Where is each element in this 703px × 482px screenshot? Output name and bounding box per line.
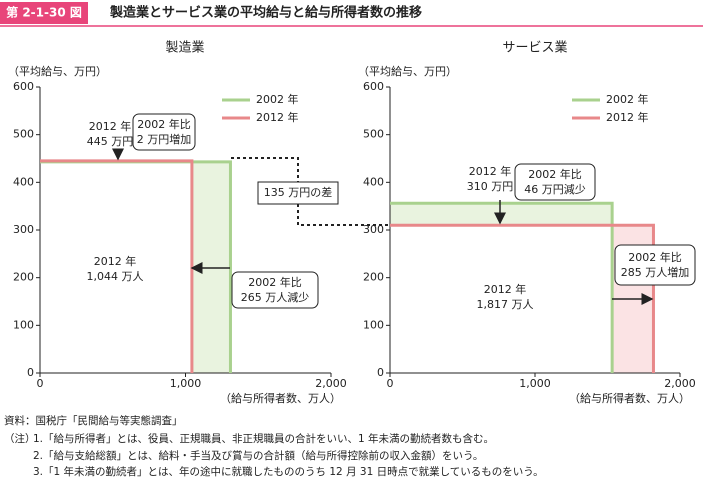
callout-text: 2 万円増加 <box>137 133 192 146</box>
x-tick-label: 0 <box>387 377 394 390</box>
area-overlap <box>40 161 192 373</box>
y-tick-label: 600 <box>363 80 384 93</box>
figure-title: 製造業とサービス業の平均給与と給与所得者数の推移 <box>109 5 422 21</box>
note: 3.「1 年未満の勤続者」とは、年の途中に就職したもののうち 12 月 31 日… <box>33 465 544 478</box>
y-tick-label: 100 <box>13 318 34 331</box>
annotation: 2012 年 <box>89 119 132 133</box>
area-overlap <box>390 225 613 373</box>
source: 資料：国税庁「民間給与等実態調査」 <box>4 414 183 427</box>
annotation: 2012 年 <box>469 164 512 178</box>
annotation: 2012 年 <box>484 282 527 296</box>
y-tick-label: 0 <box>377 366 384 379</box>
annotation: 445 万円 <box>87 135 134 148</box>
annotation: 310 万円 <box>467 180 514 193</box>
callout-text: 2002 年比 <box>528 167 582 181</box>
y-tick-label: 300 <box>13 223 34 236</box>
callout-box <box>614 244 696 286</box>
note: 1.「給与所得者」とは、役員、正規職員、非正規職員の合計をいい、1 年未満の勤続… <box>33 432 494 445</box>
callout-text: 2002 年比 <box>628 250 682 264</box>
x-tick-label: 1,000 <box>519 377 551 390</box>
annotation: 1,817 万人 <box>477 298 534 311</box>
y-tick-label: 500 <box>13 128 34 141</box>
legend-label: 2002 年 <box>256 92 299 106</box>
figure-label: 第 2-1-30 図 <box>6 5 82 20</box>
figure-badge <box>0 2 88 24</box>
series-line <box>390 223 655 373</box>
callout-box <box>231 271 319 309</box>
y-tick-label: 100 <box>363 318 384 331</box>
callout-box <box>514 163 596 201</box>
callout-text: 2002 年比 <box>248 275 302 289</box>
y-tick-label: 400 <box>13 175 34 188</box>
x-tick-label: 1,000 <box>170 377 202 390</box>
series-line <box>390 201 614 373</box>
annotation: 2012 年 <box>94 254 137 268</box>
y-tick-label: 600 <box>13 80 34 93</box>
x-tick-label: 0 <box>37 377 44 390</box>
x-tick-label: 2,000 <box>315 377 347 390</box>
panel-title: 製造業 <box>165 40 204 56</box>
series-line <box>40 159 194 373</box>
y-axis-label: （平均給与、万円） <box>358 64 457 78</box>
y-tick-label: 300 <box>363 223 384 236</box>
x-tick-label: 2,000 <box>664 377 696 390</box>
x-axis-label: （給与所得者数、万人） <box>220 391 341 405</box>
comparison-label: 135 万円の差 <box>264 185 333 199</box>
callout-text: 46 万円減少 <box>524 182 586 196</box>
legend-label: 2012 年 <box>606 110 649 124</box>
note: 2.「給与支給総額」とは、給料・手当及び賞与の合計額（給与所得控除前の収入金額）… <box>33 449 483 462</box>
callout-box <box>132 113 196 151</box>
connector <box>231 157 390 226</box>
y-tick-label: 200 <box>363 271 384 284</box>
y-axis-label: （平均給与、万円） <box>8 64 107 78</box>
y-tick-label: 400 <box>363 175 384 188</box>
panel-title: サービス業 <box>502 40 567 56</box>
callout-text: 2002 年比 <box>137 117 191 131</box>
y-tick-label: 0 <box>27 366 34 379</box>
legend-label: 2002 年 <box>606 92 649 106</box>
comparison-box <box>257 181 339 205</box>
y-tick-label: 500 <box>363 128 384 141</box>
annotation: 1,044 万人 <box>87 270 144 283</box>
x-axis-label: （給与所得者数、万人） <box>569 391 690 405</box>
callout-text: 285 万人増加 <box>621 266 690 279</box>
callout-text: 265 万人減少 <box>241 290 310 304</box>
legend-label: 2012 年 <box>256 110 299 124</box>
note-label: （注） <box>4 432 36 445</box>
y-tick-label: 200 <box>13 271 34 284</box>
